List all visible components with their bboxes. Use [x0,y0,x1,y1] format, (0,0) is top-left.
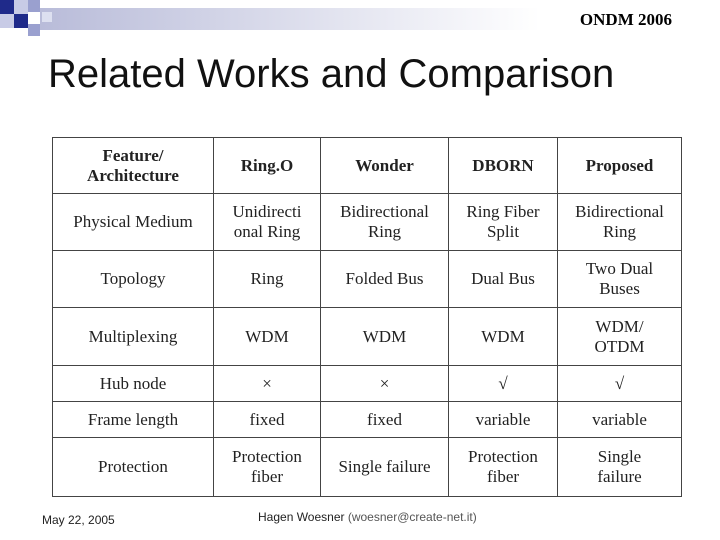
table-cell: Two Dual Buses [557,250,682,308]
table-cell: × [320,365,449,402]
footer-date: May 22, 2005 [42,513,115,527]
table-cell: fixed [213,401,321,438]
column-header: DBORN [448,137,558,194]
table-cell: × [213,365,321,402]
table-row: Frame length fixed fixed variable variable [52,401,682,438]
table-cell: Protection fiber [448,437,558,497]
table-row: Topology Ring Folded Bus Dual Bus Two Dual B… [52,250,682,308]
table-cell: WDM [448,307,558,366]
author-email: (woesner@create-net.it) [347,510,477,524]
table-cell: Ring Fiber Split [448,193,558,251]
table-cell: WDM/ OTDM [557,307,682,366]
table-cell: Folded Bus [320,250,449,308]
decoration [0,0,540,36]
table-row: Protection Protection fiber Single failure… [52,437,682,497]
table-cell: √ [448,365,558,402]
row-label: Multiplexing [52,307,214,366]
table-cell: Dual Bus [448,250,558,308]
table-cell: Single failure [557,437,682,497]
table-cell: WDM [320,307,449,366]
table-cell: Ring [213,250,321,308]
table-cell: Bidirectional Ring [557,193,682,251]
table-row: Multiplexing WDM WDM WDM WDM/ OTDM [52,307,682,366]
table-cell: Unidirecti onal Ring [213,193,321,251]
table-row: Hub node × × √ √ [52,365,682,402]
table-row: Physical Medium Unidirecti onal Ring Bidir… [52,193,682,251]
comparison-table: Feature/ Architecture Ring.O Wonder DBORN Pr… [52,137,682,497]
row-label: Protection [52,437,214,497]
column-header: Proposed [557,137,682,194]
table-cell: Protection fiber [213,437,321,497]
table-cell: variable [557,401,682,438]
row-label: Topology [52,250,214,308]
column-header: Feature/ Architecture [52,137,214,194]
table-cell: variable [448,401,558,438]
row-label: Physical Medium [52,193,214,251]
row-label: Hub node [52,365,214,402]
conference-label: ONDM 2006 [579,10,672,29]
column-header: Wonder [320,137,449,194]
footer-author: Hagen Woesner (woesner@create-net.it) [258,510,477,524]
slide-title: Related Works and Comparison [48,52,615,96]
author-name: Hagen Woesner [258,510,345,524]
row-label: Frame length [52,401,214,438]
table-cell: WDM [213,307,321,366]
table-cell: fixed [320,401,449,438]
table-cell: Bidirectional Ring [320,193,449,251]
column-header: Ring.O [213,137,321,194]
table-cell: Single failure [320,437,449,497]
table-cell: √ [557,365,682,402]
